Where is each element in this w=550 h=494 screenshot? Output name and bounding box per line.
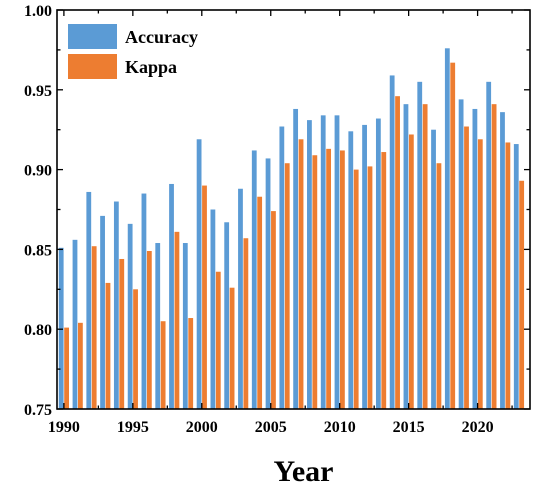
x-tick-label: 2005 (255, 419, 287, 436)
x-tick-label: 1990 (48, 419, 80, 436)
bar-kappa-2017 (436, 163, 442, 409)
bar-accuracy-2019 (458, 99, 464, 409)
y-tick-label: 0.90 (24, 163, 52, 180)
bar-kappa-1997 (160, 321, 166, 409)
bar-kappa-2016 (422, 104, 428, 409)
x-axis-title: Year (274, 455, 334, 488)
bar-kappa-2020 (477, 139, 483, 409)
bar-kappa-1996 (146, 251, 152, 409)
bar-accuracy-2014 (389, 75, 395, 409)
bar-accuracy-1997 (155, 243, 161, 409)
bar-kappa-2000 (202, 185, 207, 409)
bar-kappa-1992 (91, 246, 97, 409)
bar-accuracy-2018 (444, 48, 450, 410)
bar-kappa-2008 (312, 155, 318, 409)
bar-accuracy-2021 (486, 81, 492, 409)
bar-kappa-2015 (408, 134, 414, 410)
bars-layer (58, 48, 525, 410)
x-tick-label: 2000 (186, 419, 218, 436)
bar-accuracy-2015 (403, 104, 409, 409)
bar-kappa-1994 (119, 258, 125, 409)
bar-accuracy-1992 (86, 191, 92, 409)
bar-kappa-2005 (271, 211, 276, 409)
bar-accuracy-2017 (431, 129, 436, 409)
bar-kappa-2010 (340, 150, 345, 409)
bar-kappa-2006 (284, 163, 290, 409)
bar-kappa-2004 (257, 196, 263, 409)
bar-accuracy-2008 (307, 120, 312, 410)
y-tick-label: 1.00 (24, 3, 52, 20)
bar-accuracy-2011 (348, 131, 354, 410)
bar-kappa-2023 (519, 180, 525, 409)
bar-accuracy-2000 (196, 139, 202, 409)
y-tick-label: 0.85 (24, 242, 52, 259)
x-axis: 1990 1995 2000 2005 2010 2015 2020 (48, 10, 513, 436)
y-tick-label: 0.80 (24, 322, 52, 339)
bar-accuracy-2004 (251, 150, 257, 409)
bar-accuracy-2001 (210, 209, 216, 409)
bar-kappa-2021 (491, 104, 497, 409)
x-tick-label: 1995 (117, 419, 149, 436)
bar-kappa-2018 (450, 62, 456, 410)
y-axis: 0.75 0.80 0.85 0.90 0.95 1.00 (24, 3, 530, 419)
bar-kappa-1998 (174, 231, 180, 409)
bar-accuracy-2009 (320, 115, 326, 409)
x-tick-label: 2015 (393, 419, 425, 436)
bar-accuracy-1998 (169, 183, 174, 409)
legend-label-kappa: Kappa (125, 57, 177, 77)
bar-kappa-2007 (298, 139, 304, 409)
bar-accuracy-2010 (334, 115, 340, 409)
bar-kappa-2003 (243, 238, 249, 409)
bar-accuracy-1993 (100, 215, 105, 409)
bar-kappa-2019 (464, 126, 469, 409)
bar-accuracy-1995 (127, 223, 133, 409)
bar-accuracy-2020 (472, 108, 478, 409)
x-tick-label: 2010 (324, 419, 356, 436)
bar-kappa-2002 (229, 287, 235, 409)
bar-kappa-1993 (105, 282, 111, 409)
bar-accuracy-2022 (500, 112, 505, 409)
y-tick-label: 0.95 (24, 83, 52, 100)
bar-accuracy-2005 (265, 158, 271, 409)
bar-accuracy-2006 (279, 126, 285, 409)
bar-kappa-1991 (77, 322, 83, 409)
bar-accuracy-2012 (362, 124, 367, 409)
legend: Accuracy Kappa (68, 24, 198, 79)
bar-accuracy-2023 (513, 144, 519, 409)
bar-kappa-2009 (326, 148, 332, 409)
bar-kappa-2014 (395, 96, 400, 410)
bar-accuracy-2003 (238, 188, 243, 409)
legend-swatch-kappa (68, 54, 117, 79)
bar-accuracy-2002 (224, 222, 230, 409)
bar-accuracy-1990 (58, 247, 64, 409)
bar-kappa-2012 (367, 166, 373, 409)
bar-accuracy-1999 (182, 243, 188, 409)
bar-accuracy-1996 (141, 193, 147, 409)
legend-label-accuracy: Accuracy (125, 27, 198, 47)
bar-kappa-2001 (215, 271, 221, 409)
bar-accuracy-2007 (293, 108, 299, 409)
bar-accuracy-1991 (72, 239, 78, 409)
bar-kappa-1995 (133, 289, 138, 409)
bar-accuracy-1994 (113, 201, 119, 409)
bar-kappa-2022 (505, 142, 511, 409)
bar-kappa-1999 (188, 318, 194, 409)
legend-swatch-accuracy (68, 24, 117, 49)
x-tick-label: 2020 (462, 419, 494, 436)
bar-accuracy-2013 (375, 118, 381, 409)
bar-kappa-1990 (64, 327, 69, 409)
bar-accuracy-2016 (417, 81, 423, 409)
y-tick-label: 0.75 (24, 402, 52, 419)
bar-kappa-2011 (353, 169, 359, 409)
bar-kappa-2013 (381, 152, 387, 410)
